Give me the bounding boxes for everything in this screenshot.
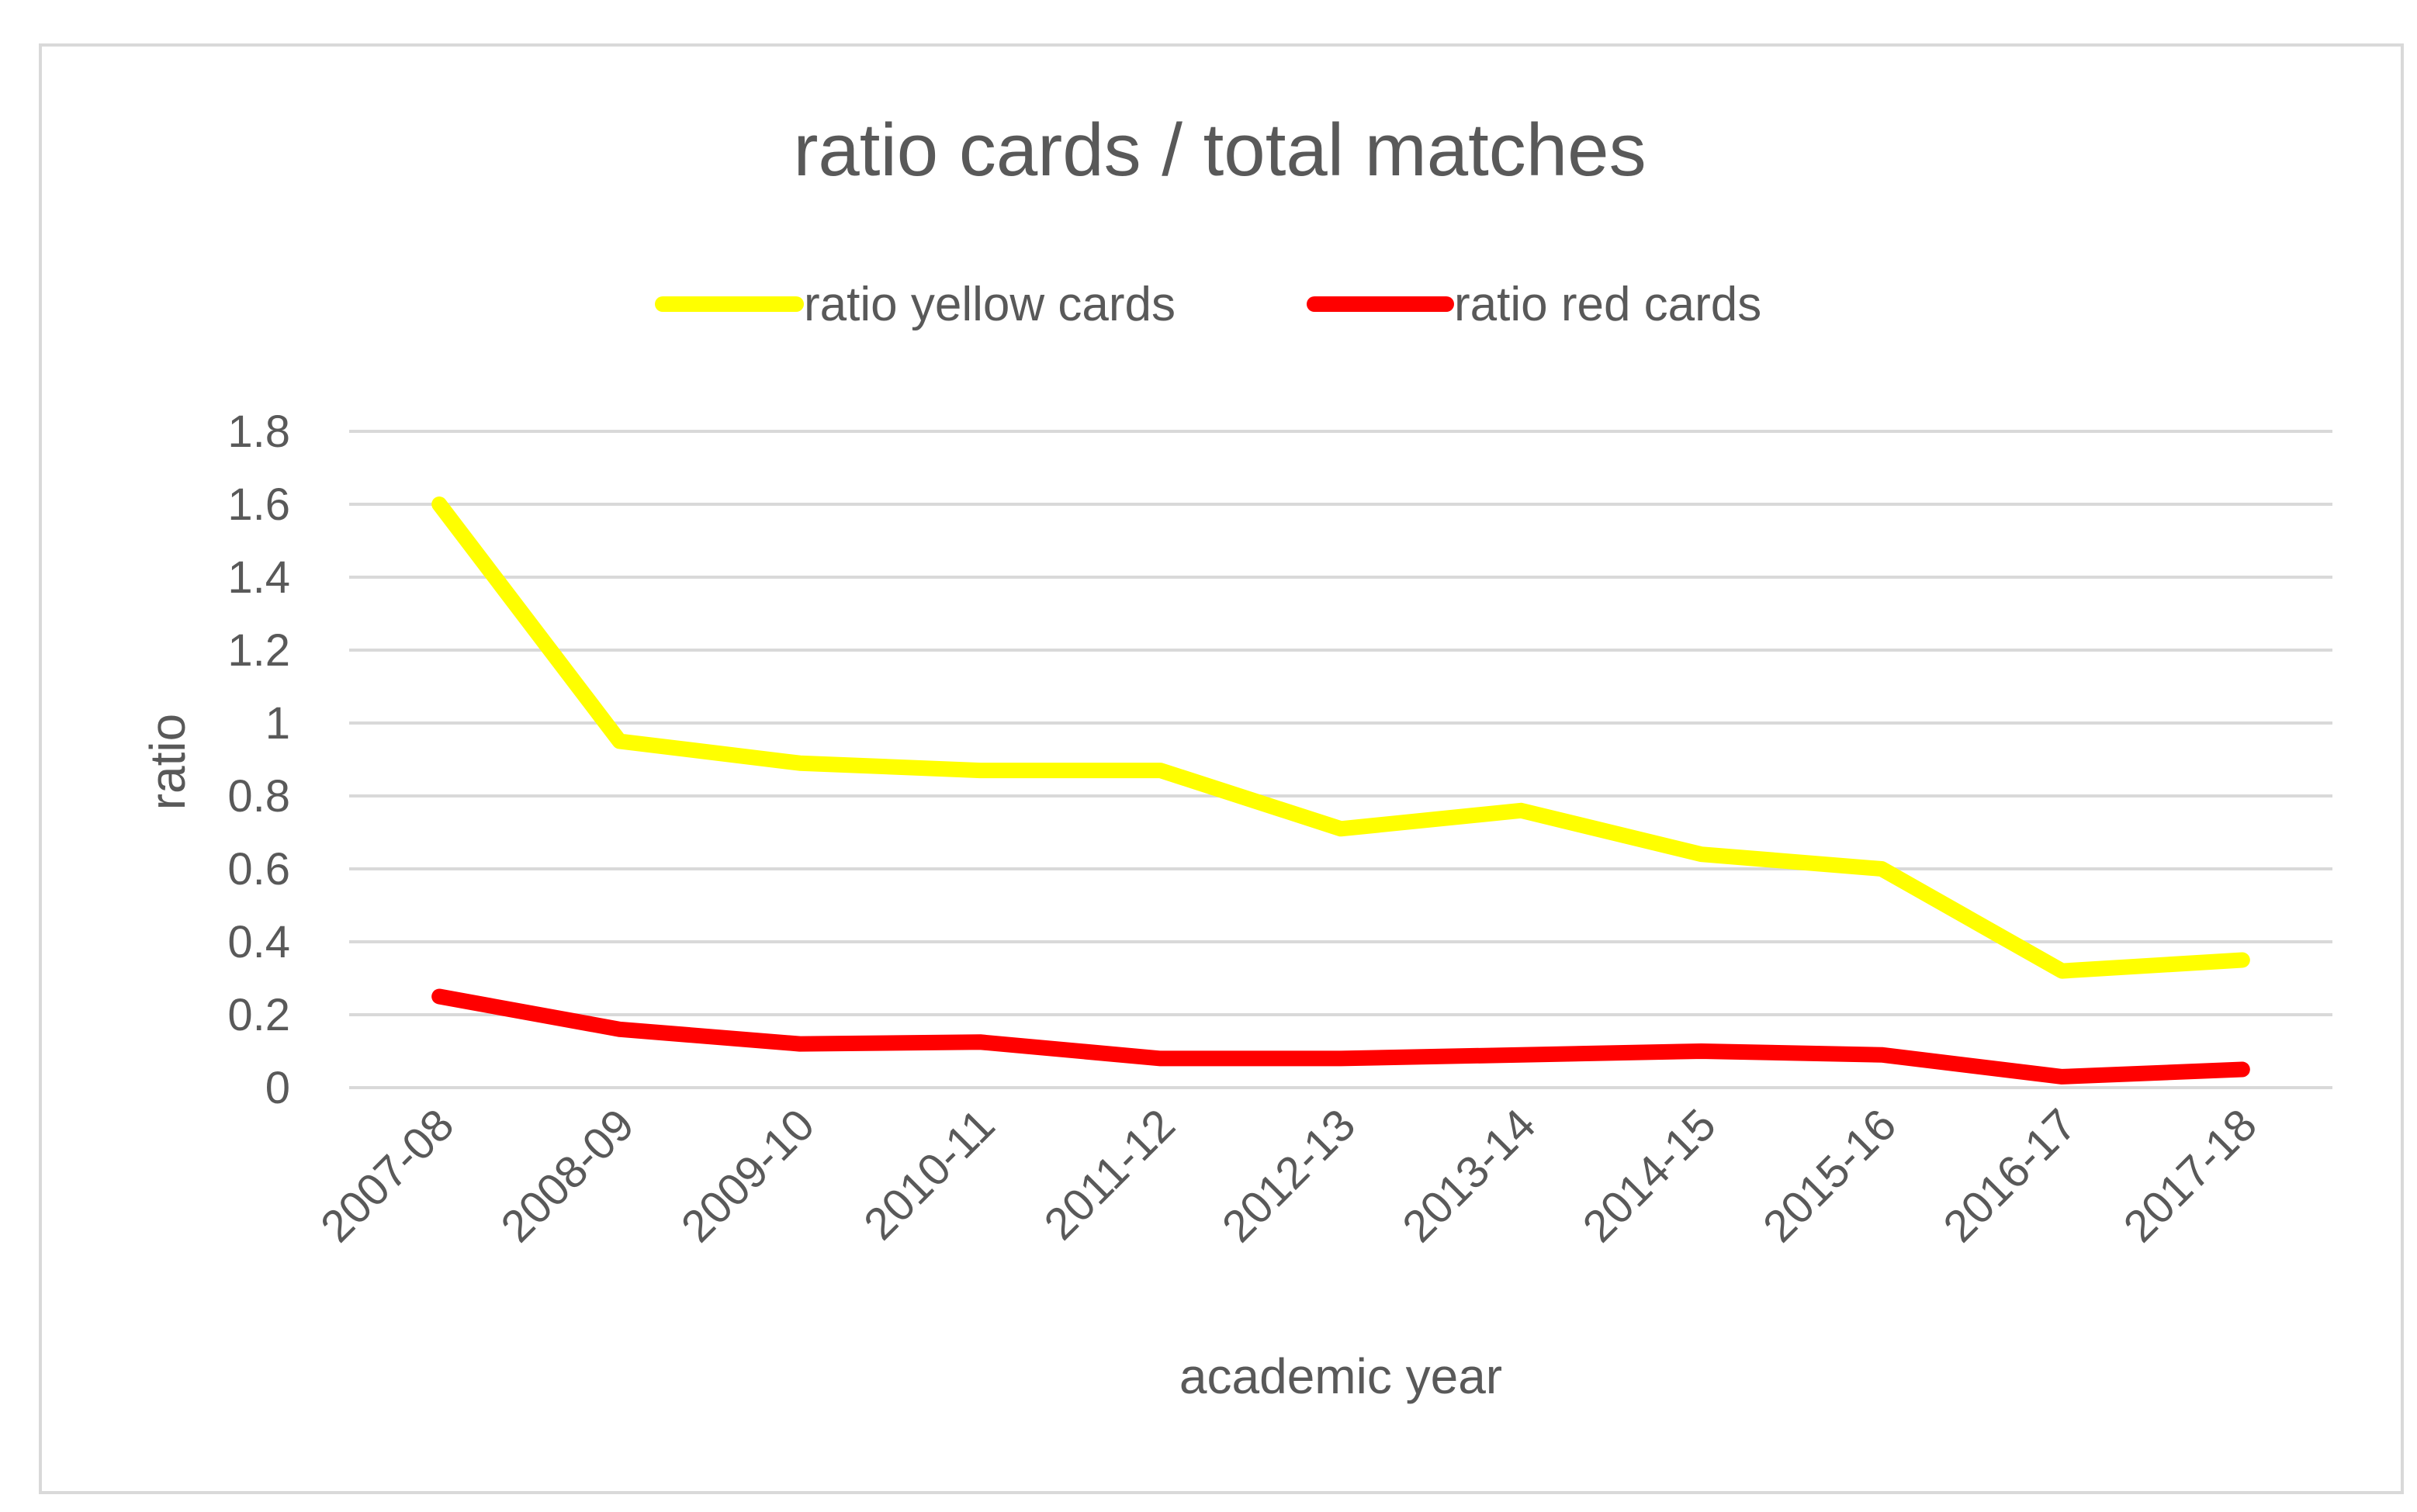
y-axis-ticks: 0 0.2 0.4 0.6 0.8 1 1.2 1.4 1.6 1.8 [227, 407, 290, 1113]
legend: ratio yellow cards ratio red cards [655, 278, 1761, 331]
data-point [1340, 828, 1342, 830]
x-tick-label: 2011-12 [1034, 1099, 1184, 1249]
data-point [1700, 1050, 1702, 1052]
legend-label-yellow: ratio yellow cards [804, 278, 1176, 331]
y-axis-label: ratio [140, 714, 196, 811]
x-tick-label: 2008-09 [491, 1099, 643, 1251]
y-tick-label: 1.4 [227, 552, 290, 603]
data-point [1520, 809, 1522, 811]
data-point [1881, 868, 1883, 870]
data-point [2061, 970, 2063, 972]
series-line-red-cards [431, 988, 2250, 1085]
data-point [1159, 770, 1162, 772]
data-point [1340, 1057, 1342, 1060]
data-point [438, 995, 441, 998]
y-tick-label: 1.8 [227, 407, 290, 457]
x-tick-label: 2016-17 [1934, 1099, 2086, 1251]
legend-label-red: ratio red cards [1454, 278, 1761, 331]
data-point [1881, 1054, 1883, 1056]
chart-frame [39, 43, 2404, 1494]
x-tick-label: 2010-11 [854, 1099, 1004, 1249]
series-line-yellow-cards [431, 497, 2250, 979]
y-tick-label: 0.4 [227, 917, 290, 967]
data-point [1159, 1057, 1162, 1060]
data-point [1520, 1054, 1522, 1056]
y-tick-label: 0.6 [227, 844, 290, 894]
data-point [979, 1041, 982, 1043]
data-point [798, 1043, 801, 1045]
y-tick-label: 0.2 [227, 990, 290, 1040]
x-tick-label: 2017-18 [2114, 1099, 2266, 1251]
data-point [2061, 1075, 2063, 1078]
x-tick-label: 2007-08 [311, 1099, 463, 1251]
data-point [2241, 1068, 2243, 1071]
x-axis-ticks: 2007-08 2008-09 2009-10 2010-11 2011-12 2012-… [311, 1099, 2266, 1251]
y-tick-label: 1.2 [227, 625, 290, 676]
series-layer [431, 497, 2250, 1085]
data-point [618, 1028, 621, 1030]
data-point [2241, 959, 2243, 961]
data-point [618, 740, 621, 742]
x-tick-label: 2015-16 [1754, 1099, 1906, 1251]
data-point [798, 762, 801, 764]
y-tick-label: 0.8 [227, 771, 290, 822]
x-tick-label: 2012-13 [1213, 1099, 1365, 1251]
x-tick-label: 2013-14 [1393, 1099, 1545, 1251]
y-tick-label: 0 [265, 1063, 290, 1113]
x-tick-label: 2014-15 [1573, 1099, 1725, 1251]
y-tick-label: 1 [265, 698, 290, 749]
x-tick-label: 2009-10 [672, 1099, 824, 1251]
gridlines [349, 430, 2332, 1089]
data-point [979, 770, 982, 772]
data-point [438, 503, 441, 505]
chart-title: ratio cards / total matches [793, 109, 1646, 192]
data-point [1700, 853, 1702, 856]
x-axis-label: academic year [1179, 1348, 1502, 1404]
y-tick-label: 1.6 [227, 479, 290, 530]
